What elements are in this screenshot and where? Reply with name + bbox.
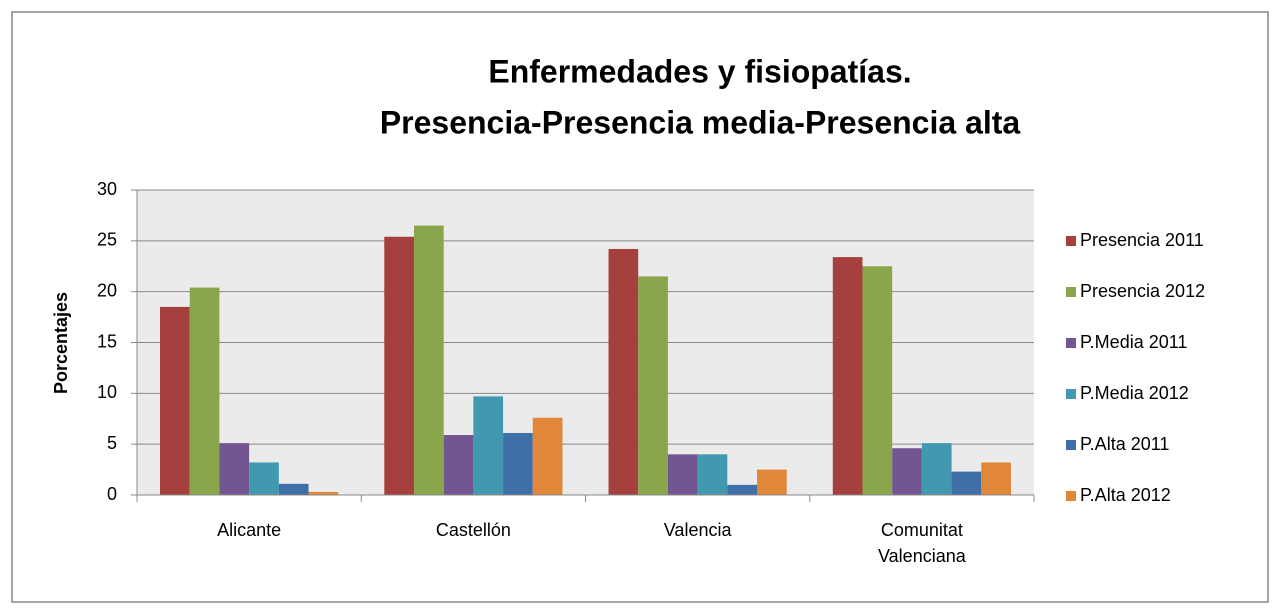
y-tick-label: 0 (107, 484, 117, 504)
bar (503, 432, 533, 495)
legend-swatch (1066, 491, 1076, 501)
y-tick-label: 30 (97, 179, 117, 199)
legend-swatch (1066, 389, 1076, 399)
y-tick-label: 15 (97, 331, 117, 351)
bar (532, 417, 563, 495)
bar (278, 483, 309, 495)
legend-swatch (1066, 440, 1076, 450)
bar (667, 454, 698, 495)
bar (921, 443, 952, 495)
y-tick-label: 10 (97, 382, 117, 402)
legend-swatch (1066, 287, 1076, 297)
chart-subtitle: Presencia-Presencia media-Presencia alta (380, 104, 1021, 140)
legend-label: Presencia 2012 (1080, 281, 1205, 301)
x-tick-label: Alicante (217, 520, 282, 540)
bar (832, 257, 863, 495)
y-tick-label: 5 (107, 433, 117, 453)
bar (160, 306, 190, 495)
y-tick-label: 20 (97, 280, 117, 300)
bar (892, 448, 922, 495)
bar (308, 491, 339, 495)
bar (249, 462, 279, 495)
bar (638, 276, 668, 495)
legend-label: Presencia 2011 (1080, 230, 1204, 250)
x-tick-label: Castellón (435, 520, 511, 540)
bar (189, 287, 220, 495)
legend-swatch (1066, 236, 1076, 246)
chart-title: Enfermedades y fisiopatías. (488, 53, 911, 89)
bar (473, 396, 504, 495)
legend-label: P.Media 2011 (1080, 332, 1187, 352)
legend-swatch (1066, 338, 1076, 348)
legend-label: P.Alta 2011 (1080, 434, 1169, 454)
bar (697, 454, 728, 495)
bar (981, 462, 1011, 495)
legend-label: P.Alta 2012 (1080, 485, 1171, 505)
bar (384, 236, 414, 495)
bar (413, 225, 444, 496)
bar (757, 469, 787, 495)
y-tick-label: 25 (97, 230, 117, 250)
bar (727, 484, 758, 495)
bar (219, 443, 250, 495)
x-tick-label: Valencia (663, 520, 732, 540)
x-tick-label: Comunitat Valenciana (878, 520, 966, 566)
bar (862, 266, 893, 495)
y-axis-label: Porcentajes (51, 292, 71, 394)
bar (951, 471, 982, 495)
bar (443, 435, 474, 495)
bar (608, 248, 639, 495)
legend-label: P.Media 2012 (1080, 383, 1189, 403)
